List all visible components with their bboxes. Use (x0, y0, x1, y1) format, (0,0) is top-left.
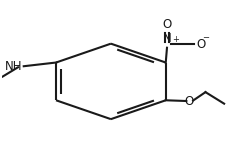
Text: +: + (172, 35, 179, 44)
Text: O: O (162, 18, 172, 32)
Text: N: N (162, 32, 171, 45)
Text: O: O (197, 38, 206, 50)
Text: NH: NH (4, 61, 22, 73)
Text: O: O (185, 95, 194, 107)
Text: −: − (202, 33, 209, 42)
